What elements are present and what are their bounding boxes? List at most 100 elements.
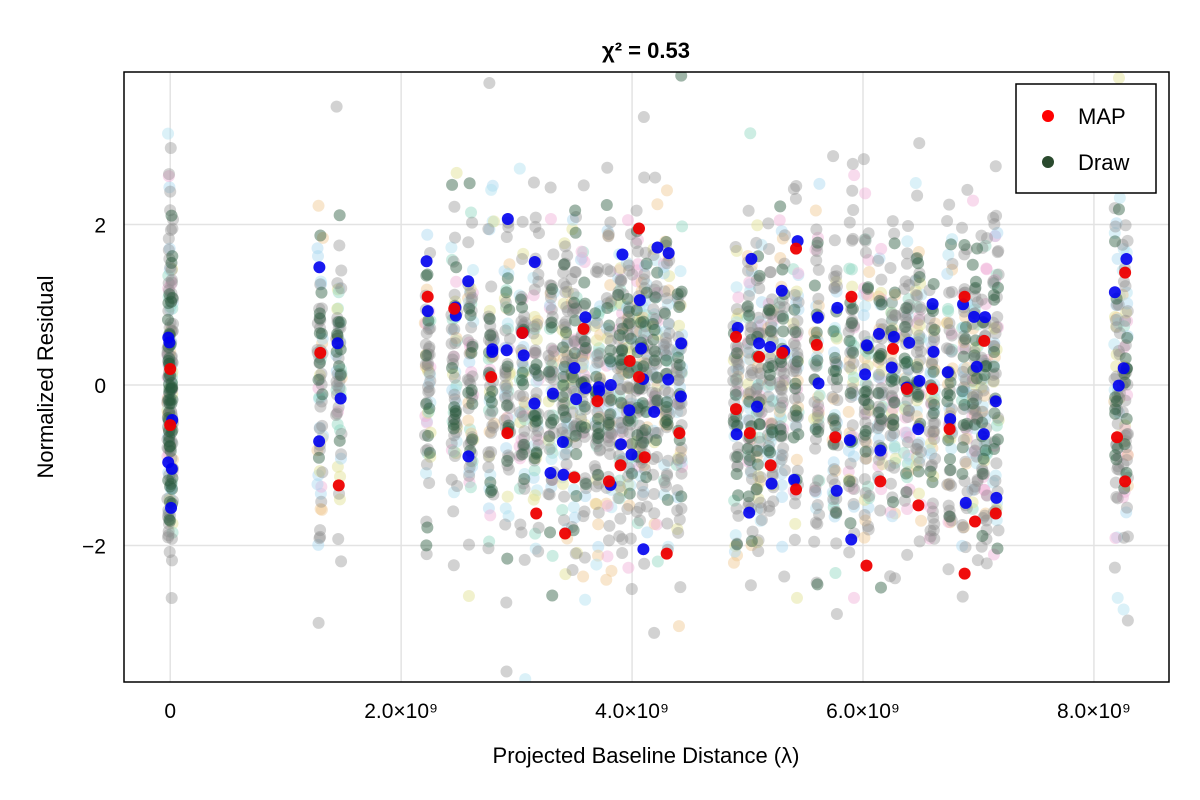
- draw-point: [544, 467, 557, 480]
- draw-point: [660, 184, 673, 197]
- draw-point: [311, 317, 324, 330]
- draw-point: [914, 277, 927, 290]
- draw-point: [449, 447, 462, 460]
- draw-point: [929, 452, 942, 465]
- draw-point: [518, 553, 531, 566]
- draw-point: [910, 346, 923, 359]
- draw-point: [614, 422, 627, 435]
- draw-point: [612, 416, 625, 429]
- draw-point: [728, 545, 741, 558]
- draw-point: [313, 532, 326, 545]
- draw-point: [592, 347, 605, 360]
- draw-point: [1108, 227, 1121, 240]
- draw-point: [544, 353, 557, 366]
- draw-point: [775, 478, 788, 491]
- draw-point: [637, 273, 650, 286]
- draw-point: [547, 373, 560, 386]
- draw-point: [811, 405, 824, 418]
- draw-point: [420, 548, 433, 561]
- draw-point: [313, 261, 326, 274]
- draw-point: [872, 368, 885, 381]
- draw-point: [482, 310, 495, 323]
- draw-point: [542, 434, 555, 447]
- draw-point: [167, 292, 180, 305]
- draw-point: [912, 245, 925, 258]
- draw-point: [164, 482, 177, 495]
- draw-point: [976, 399, 989, 412]
- draw-point: [886, 430, 899, 443]
- draw-point: [544, 418, 557, 431]
- draw-point: [827, 464, 840, 477]
- draw-point: [1118, 320, 1131, 333]
- draw-point: [647, 303, 660, 316]
- draw-point: [163, 373, 176, 386]
- draw-point: [544, 526, 557, 539]
- draw-point: [546, 387, 559, 400]
- draw-point: [956, 385, 969, 398]
- draw-point: [968, 349, 981, 362]
- draw-point: [773, 301, 786, 314]
- draw-point: [813, 389, 826, 402]
- map-point: [1111, 431, 1124, 444]
- draw-point: [662, 394, 675, 407]
- draw-point: [762, 297, 775, 310]
- draw-point: [989, 274, 1002, 287]
- draw-point: [968, 301, 981, 314]
- draw-point: [945, 442, 958, 455]
- draw-point: [650, 396, 663, 409]
- draw-point: [448, 413, 461, 426]
- draw-point: [884, 570, 897, 583]
- draw-point: [165, 350, 178, 363]
- draw-point: [942, 302, 955, 315]
- draw-point: [529, 211, 542, 224]
- draw-point: [503, 401, 516, 414]
- draw-point: [633, 399, 646, 412]
- draw-point: [1121, 330, 1134, 343]
- draw-point: [1112, 450, 1125, 463]
- draw-point: [847, 203, 860, 216]
- draw-point: [579, 403, 592, 416]
- draw-point: [744, 320, 757, 333]
- draw-point: [566, 306, 579, 319]
- draw-point: [576, 354, 589, 367]
- draw-point: [774, 423, 787, 436]
- draw-point: [752, 327, 765, 340]
- draw-point: [448, 401, 461, 414]
- draw-point: [161, 397, 174, 410]
- draw-point: [579, 344, 592, 357]
- draw-point: [463, 466, 476, 479]
- draw-point: [650, 290, 663, 303]
- draw-point: [1117, 242, 1130, 255]
- draw-point: [788, 497, 801, 510]
- draw-point: [451, 421, 464, 434]
- draw-point: [660, 349, 673, 362]
- draw-point: [578, 343, 591, 356]
- draw-point: [862, 398, 875, 411]
- draw-point: [732, 358, 745, 371]
- draw-point: [829, 567, 842, 580]
- draw-point: [754, 315, 767, 328]
- draw-point: [637, 485, 650, 498]
- draw-point: [648, 518, 661, 531]
- draw-point: [731, 340, 744, 353]
- draw-point: [570, 490, 583, 503]
- draw-point: [975, 405, 988, 418]
- draw-point: [558, 258, 571, 271]
- draw-point: [579, 382, 592, 395]
- draw-point: [162, 269, 175, 282]
- draw-point: [942, 499, 955, 512]
- draw-point: [646, 318, 659, 331]
- draw-point: [312, 469, 325, 482]
- draw-point: [813, 177, 826, 190]
- draw-point: [421, 406, 434, 419]
- draw-point: [660, 336, 673, 349]
- draw-point: [828, 510, 841, 523]
- draw-point: [566, 563, 579, 576]
- draw-point: [753, 269, 766, 282]
- draw-point: [742, 305, 755, 318]
- draw-point: [812, 407, 825, 420]
- draw-point: [330, 349, 343, 362]
- draw-point: [755, 513, 768, 526]
- draw-point: [163, 397, 176, 410]
- draw-point: [163, 447, 176, 460]
